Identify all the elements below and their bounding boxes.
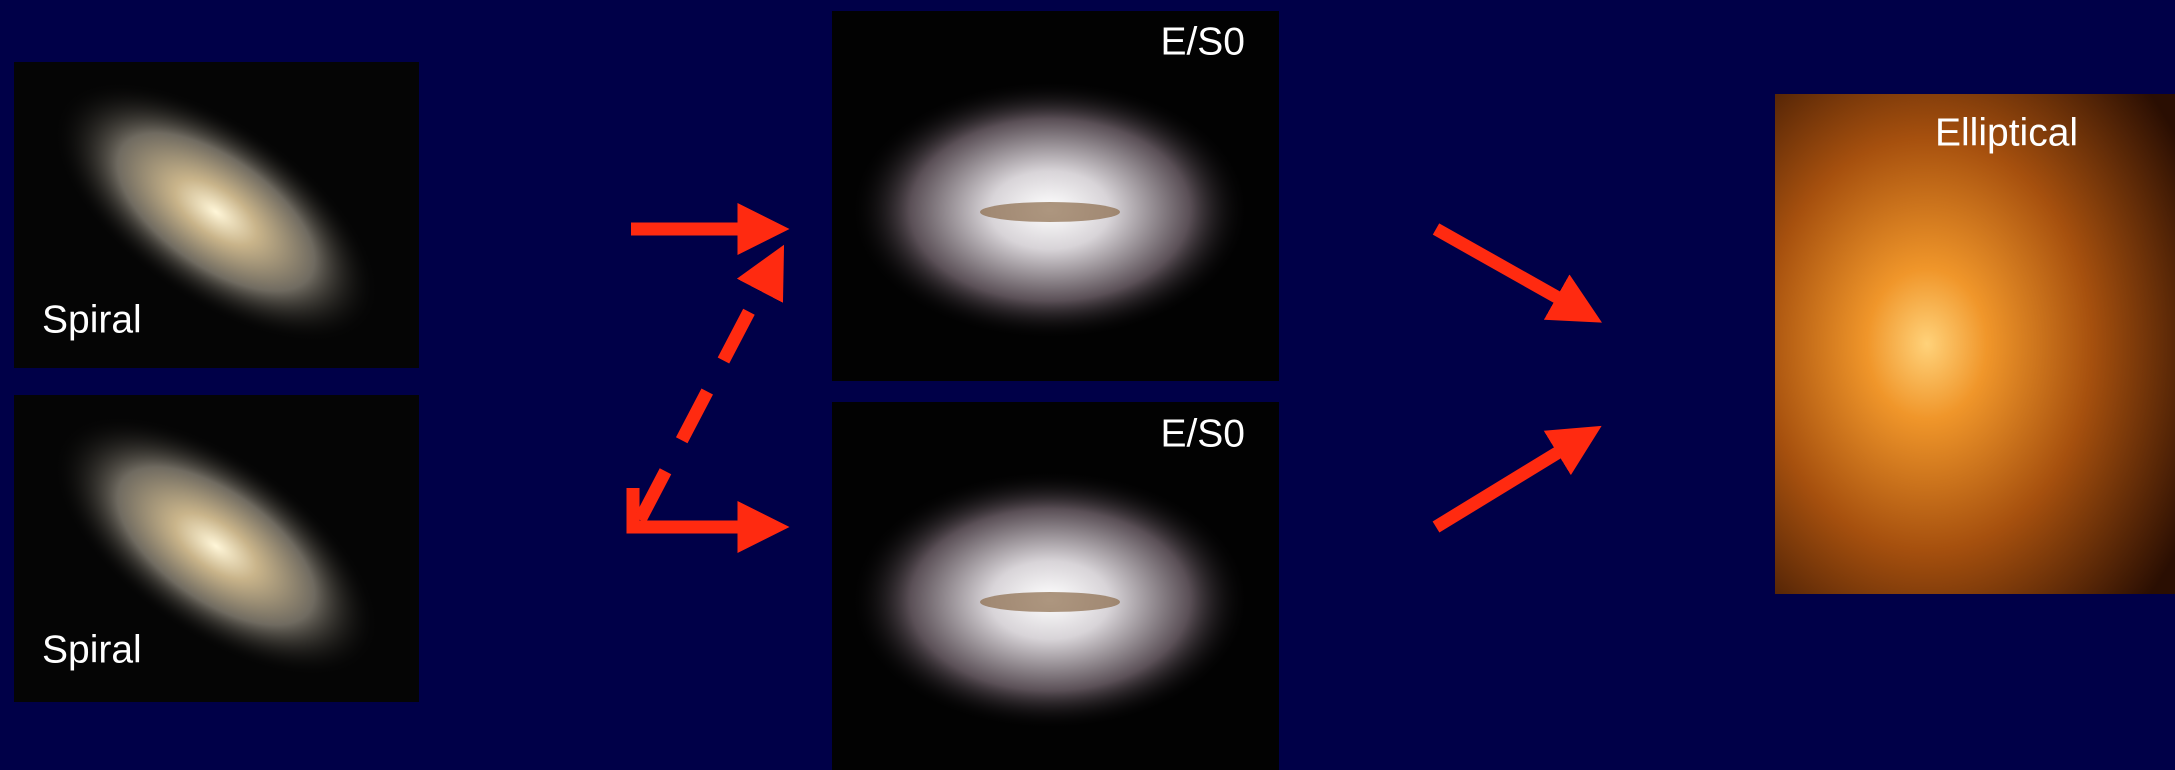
node-label: Spiral — [42, 628, 142, 671]
node-label: Elliptical — [1935, 111, 2078, 154]
elliptical-image — [1775, 94, 2175, 594]
dashed-arrow — [640, 262, 775, 520]
lenticular-image — [832, 402, 1279, 770]
spiral-image — [9, 363, 424, 728]
arrow — [1436, 436, 1585, 527]
node-label: Spiral — [42, 298, 142, 341]
node-label: E/S0 — [1160, 20, 1245, 63]
lenticular-image — [832, 11, 1279, 381]
arrow — [1436, 229, 1585, 313]
diagram: Spiral Spiral E/S0 E/S0 Elliptical — [0, 0, 2175, 770]
node-label: E/S0 — [1160, 412, 1245, 455]
